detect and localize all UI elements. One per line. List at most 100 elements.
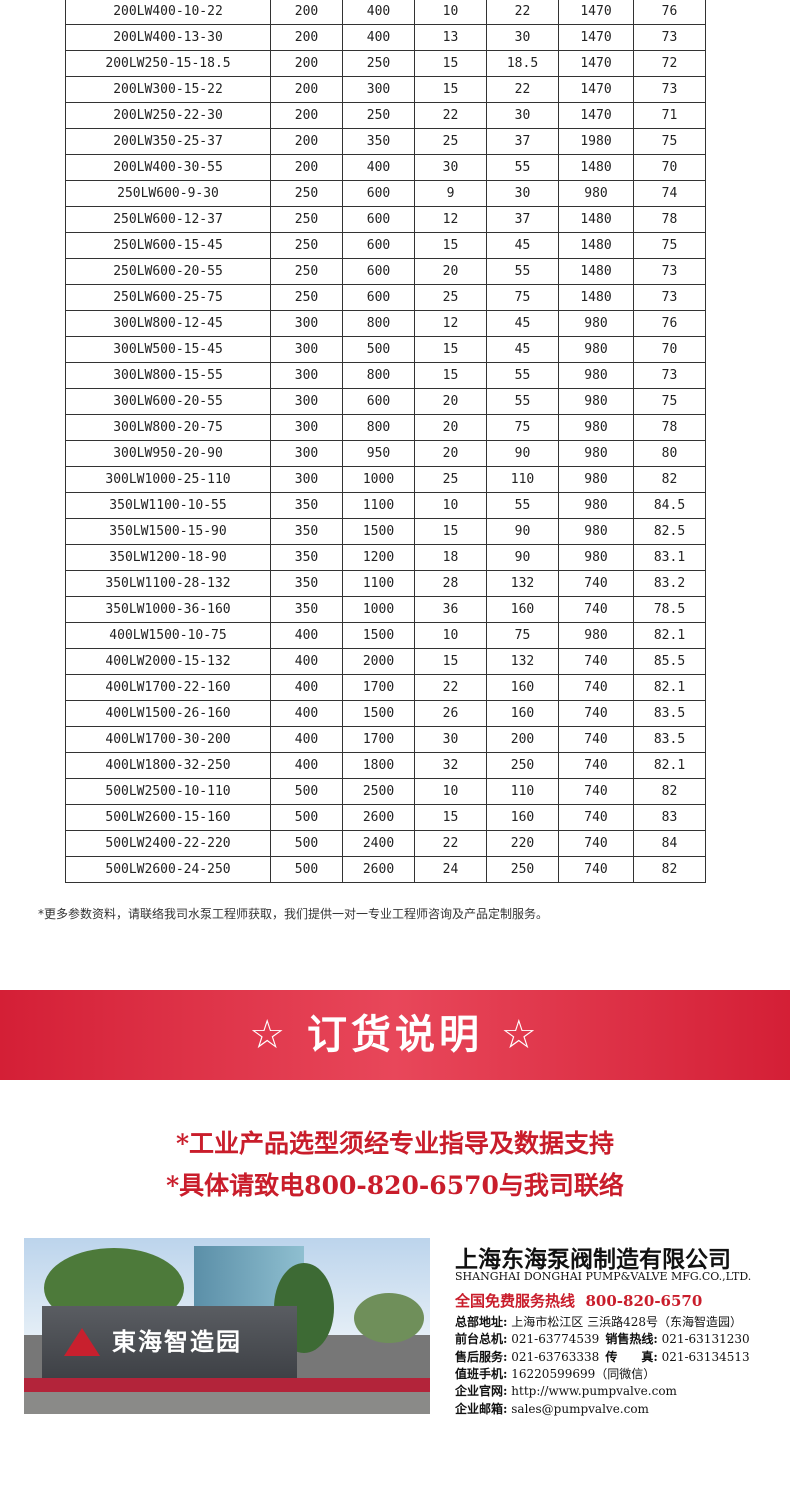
hotline-label: 全国免费服务热线 [455, 1292, 576, 1310]
table-cell: 350LW1100-28-132 [65, 570, 271, 597]
table-row: 400LW1500-10-75 400 1500 10 75 980 82.1 [65, 622, 706, 649]
table-cell: 250LW600-20-55 [65, 258, 271, 285]
company-english: SHANGHAI DONGHAI PUMP&VALVE MFG.CO.,LTD. [455, 1270, 752, 1283]
table-cell: 75 [486, 622, 559, 649]
table-cell: 32 [414, 752, 487, 779]
contact-label: 前台总机: [455, 1332, 508, 1347]
table-cell: 600 [342, 258, 415, 285]
table-row: 350LW1100-10-55 350 1100 10 55 980 84.5 [65, 492, 706, 519]
contact-label: 传 真: [605, 1349, 658, 1364]
table-cell: 18.5 [486, 50, 559, 77]
table-row: 400LW1800-32-250 400 1800 32 250 740 82.1 [65, 752, 706, 779]
table-cell: 2400 [342, 830, 415, 857]
table-cell: 72 [633, 50, 706, 77]
table-cell: 78 [633, 414, 706, 441]
table-cell: 500LW2600-15-160 [65, 804, 271, 831]
table-cell: 90 [486, 518, 559, 545]
table-row: 350LW1100-28-132 350 1100 28 132 740 83.2 [65, 570, 706, 597]
table-cell: 83.2 [633, 570, 706, 597]
table-cell: 300 [270, 388, 343, 415]
table-cell: 90 [486, 544, 559, 571]
table-cell: 980 [558, 466, 634, 493]
table-cell: 132 [486, 570, 559, 597]
table-cell: 110 [486, 778, 559, 805]
table-cell: 980 [558, 544, 634, 571]
table-cell: 2000 [342, 648, 415, 675]
table-cell: 30 [486, 102, 559, 129]
table-cell: 740 [558, 596, 634, 623]
table-cell: 132 [486, 648, 559, 675]
table-cell: 400LW1700-22-160 [65, 674, 271, 701]
table-cell: 400 [270, 622, 343, 649]
table-cell: 300LW500-15-45 [65, 336, 271, 363]
table-row: 250LW600-25-75 250 600 25 75 1480 73 [65, 284, 706, 311]
table-row: 500LW2600-24-250 500 2600 24 250 740 82 [65, 856, 706, 883]
table-cell: 83.1 [633, 544, 706, 571]
contact-value: 16220599699（同微信） [511, 1366, 656, 1381]
table-cell: 1470 [558, 50, 634, 77]
hotline: 800-820-6570 [585, 1292, 703, 1310]
table-cell: 55 [486, 388, 559, 415]
contact-value: 021-63134513 [661, 1349, 750, 1364]
table-cell: 75 [486, 284, 559, 311]
contact-value: http://www.pumpvalve.com [511, 1384, 677, 1399]
table-row: 300LW500-15-45 300 500 15 45 980 70 [65, 336, 706, 363]
table-cell: 1200 [342, 544, 415, 571]
table-cell: 350LW1000-36-160 [65, 596, 271, 623]
table-cell: 350 [270, 518, 343, 545]
table-cell: 10 [414, 778, 487, 805]
table-cell: 740 [558, 726, 634, 753]
table-cell: 74 [633, 180, 706, 207]
table-cell: 400 [342, 24, 415, 51]
table-cell: 400LW1500-10-75 [65, 622, 271, 649]
table-cell: 160 [486, 596, 559, 623]
table-cell: 350LW1500-15-90 [65, 518, 271, 545]
table-cell: 500LW2400-22-220 [65, 830, 271, 857]
table-cell: 600 [342, 388, 415, 415]
table-cell: 300LW800-20-75 [65, 414, 271, 441]
table-cell: 740 [558, 752, 634, 779]
table-cell: 300 [270, 466, 343, 493]
table-cell: 600 [342, 180, 415, 207]
table-cell: 1470 [558, 0, 634, 25]
table-row: 200LW300-15-22 200 300 15 22 1470 73 [65, 76, 706, 103]
table-cell: 600 [342, 284, 415, 311]
table-cell: 740 [558, 856, 634, 883]
table-cell: 250 [270, 284, 343, 311]
table-row: 200LW350-25-37 200 350 25 37 1980 75 [65, 128, 706, 155]
table-cell: 75 [486, 414, 559, 441]
table-cell: 83.5 [633, 726, 706, 753]
table-cell: 500 [270, 830, 343, 857]
table-cell: 45 [486, 310, 559, 337]
table-cell: 1480 [558, 232, 634, 259]
table-cell: 400 [270, 700, 343, 727]
table-cell: 800 [342, 414, 415, 441]
table-cell: 82.1 [633, 622, 706, 649]
table-cell: 740 [558, 830, 634, 857]
table-cell: 250 [270, 206, 343, 233]
table-cell: 30 [414, 726, 487, 753]
table-cell: 76 [633, 310, 706, 337]
table-cell: 37 [486, 206, 559, 233]
table-cell: 1500 [342, 518, 415, 545]
table-cell: 500 [270, 856, 343, 883]
table-row: 250LW600-12-37 250 600 12 37 1480 78 [65, 206, 706, 233]
table-cell: 1000 [342, 596, 415, 623]
table-row: 200LW250-22-30 200 250 22 30 1470 71 [65, 102, 706, 129]
table-cell: 300LW1000-25-110 [65, 466, 271, 493]
table-cell: 400LW1500-26-160 [65, 700, 271, 727]
table-cell: 300 [270, 362, 343, 389]
table-row: 400LW1500-26-160 400 1500 26 160 740 83.5 [65, 700, 706, 727]
table-cell: 1100 [342, 570, 415, 597]
table-cell: 1470 [558, 24, 634, 51]
table-cell: 200 [270, 128, 343, 155]
table-row: 500LW2400-22-220 500 2400 22 220 740 84 [65, 830, 706, 857]
contact-line: 企业官网: http://www.pumpvalve.com [455, 1382, 677, 1399]
table-cell: 350 [270, 544, 343, 571]
table-cell: 20 [414, 440, 487, 467]
table-cell: 22 [414, 102, 487, 129]
table-cell: 200 [270, 0, 343, 25]
table-cell: 15 [414, 50, 487, 77]
contact-line: 总部地址: 上海市松江区 三浜路428号（东海智造园） [455, 1313, 742, 1330]
company-photo: 東海智造园 [24, 1238, 430, 1414]
